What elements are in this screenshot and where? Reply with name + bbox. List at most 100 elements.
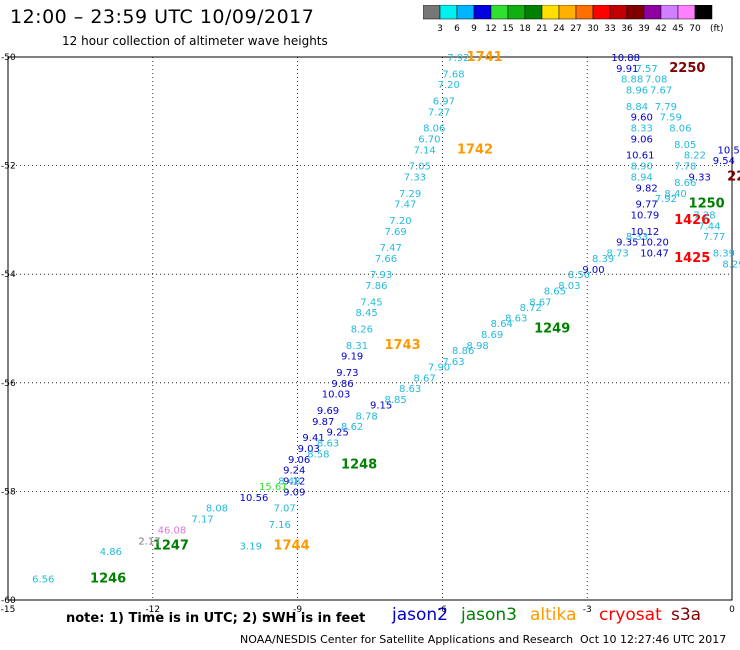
colorbar-tick-label: 36 [621, 24, 633, 34]
wave-height-label: 9.09 [283, 487, 305, 498]
satellite-jason3: jason3 [461, 605, 517, 625]
wave-height-label: 7.78 [674, 162, 696, 173]
colorbar-tick-label: 12 [485, 24, 496, 34]
wave-height-label: 8.67 [413, 373, 435, 384]
wave-height-label: 9.60 [631, 113, 653, 124]
wave-height-label: 8.85 [384, 395, 406, 406]
wave-height-label: 7.28 [693, 210, 715, 221]
x-tick-label: 0 [729, 605, 735, 615]
wave-height-label: 8.62 [341, 422, 363, 433]
satellite-jason2: jason2 [392, 605, 448, 625]
wave-height-label: 8.90 [631, 162, 653, 173]
wave-height-label: 7.45 [360, 297, 382, 308]
wave-height-label: 9.86 [331, 379, 353, 390]
colorbar-tick-label: 18 [519, 24, 531, 34]
y-tick-label: -50 [1, 53, 16, 63]
wave-height-label: 8.63 [505, 314, 527, 325]
wave-height-label: 7.27 [428, 107, 450, 118]
colorbar-tick-label: 24 [553, 24, 565, 34]
wave-height-label: 9.06 [288, 455, 310, 466]
wave-height-label: 6.97 [433, 96, 455, 107]
wave-height-label: 7.92 [655, 194, 677, 205]
wave-height-label: 9.33 [689, 172, 711, 183]
pass-label: 1744 [273, 539, 309, 554]
wave-height-label: 9.54 [713, 156, 735, 167]
wave-height-label: 7.68 [442, 69, 464, 80]
wave-height-label: 8.72 [520, 303, 542, 314]
wave-height-label: 10.12 [631, 227, 660, 238]
wave-height-label: 10.61 [626, 151, 655, 162]
wave-height-label: 8.33 [626, 232, 648, 243]
wave-height-label: 15.61 [259, 482, 288, 493]
colorbar-tick-label: 27 [570, 24, 581, 34]
colorbar-tick-label: 42 [655, 24, 666, 34]
wave-height-label: 7.77 [703, 232, 725, 243]
wave-height-label: 9.24 [283, 466, 305, 477]
colorbar-tick-label: 33 [604, 24, 615, 34]
wave-height-label: 8.22 [684, 151, 706, 162]
wave-height-label: 8.05 [674, 140, 696, 151]
colorbar-tick-label: 39 [638, 24, 650, 34]
wave-height-label: 7.79 [655, 102, 677, 113]
wave-height-label: 10.20 [640, 238, 669, 249]
wave-height-label: 8.94 [631, 172, 653, 183]
wave-height-label: 9.25 [327, 428, 349, 439]
wave-height-label: 8.33 [631, 124, 653, 135]
wave-height-label: 7.90 [428, 363, 450, 374]
y-tick-label: -52 [1, 162, 16, 172]
wave-height-label: 7.66 [375, 254, 397, 265]
wave-height-label: 7.14 [413, 145, 435, 156]
wave-height-label: 8.64 [491, 319, 513, 330]
colorbar-legend: 3 6 9 12 15 18 21 24 27 30 33 36 39 42 45 70 (ft) [423, 5, 724, 34]
colorbar-tick-label: 9 [471, 24, 477, 34]
wave-height-label: 8.98 [467, 341, 489, 352]
pass-label: 1425 [674, 251, 710, 266]
y-tick-label: -58 [1, 487, 16, 497]
pass-label: 1426 [674, 213, 710, 228]
wave-height-label: 8.40 [664, 189, 686, 200]
wave-height-label: 8.26 [351, 325, 373, 336]
wave-height-label: 9.87 [312, 417, 334, 428]
wave-height-label: 8.45 [356, 308, 378, 319]
wave-height-label: 8.39 [592, 254, 614, 265]
wave-height-label: 10.88 [611, 53, 640, 64]
y-tick-label: -60 [1, 596, 16, 606]
pass-label: 1249 [534, 322, 570, 337]
wave-height-label: 8.88 [621, 75, 643, 86]
wave-height-label: 8.96 [626, 86, 648, 97]
wave-height-label: 10.50 [718, 145, 740, 156]
pass-label: 2250 [669, 61, 705, 76]
colorbar-swatch [694, 5, 713, 20]
wave-height-label: 7.63 [442, 357, 464, 368]
wave-height-label: 9.35 [616, 238, 638, 249]
wave-height-label: 9.82 [635, 183, 657, 194]
wave-height-label: 7.17 [191, 515, 213, 526]
x-tick-label: -3 [583, 605, 592, 615]
wave-height-label: 9.69 [317, 406, 339, 417]
wave-height-label: 7.33 [404, 172, 426, 183]
wave-height-label: 7.08 [645, 75, 667, 86]
wave-height-label: 8.63 [399, 384, 421, 395]
wave-height-label: 8.66 [674, 178, 696, 189]
wave-height-label: 9.12 [283, 477, 305, 488]
page-subtitle: 12 hour collection of altimeter wave hei… [62, 34, 328, 48]
pass-label: 1250 [689, 197, 725, 212]
x-tick-label: -6 [438, 605, 447, 615]
satellite-altika: altika [530, 605, 577, 625]
wave-height-label: 8.06 [423, 124, 445, 135]
wave-height-label: 8.67 [529, 297, 551, 308]
wave-height-label: 8.03 [558, 281, 580, 292]
y-tick-label: -54 [1, 270, 16, 280]
wave-height-label: 6.70 [418, 134, 440, 145]
wave-height-label: 4.86 [100, 547, 122, 558]
pass-label: 2249 [727, 169, 740, 184]
wave-height-label: 46.08 [158, 525, 187, 536]
wave-height-label: 8.65 [544, 286, 566, 297]
wave-height-label: 8.73 [607, 248, 629, 259]
wave-height-label: 7.29 [399, 189, 421, 200]
pass-label: 1743 [384, 338, 420, 353]
wave-height-label: 9.00 [582, 265, 604, 276]
wave-height-label: 10.47 [640, 248, 669, 259]
wave-height-label: 7.20 [438, 80, 460, 91]
x-tick-label: -15 [1, 605, 16, 615]
